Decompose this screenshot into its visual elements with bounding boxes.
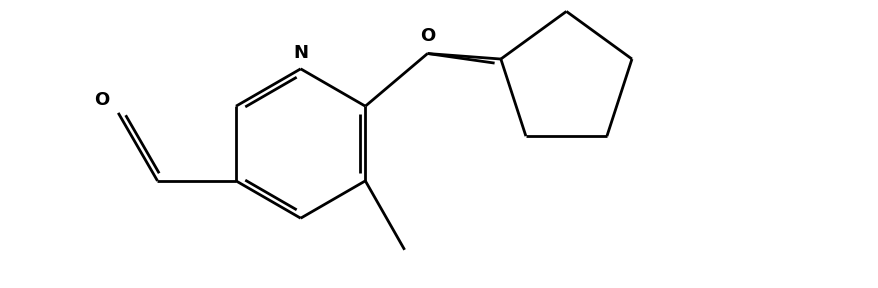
Text: O: O: [94, 91, 110, 109]
Text: N: N: [293, 44, 308, 62]
Text: O: O: [420, 27, 435, 45]
